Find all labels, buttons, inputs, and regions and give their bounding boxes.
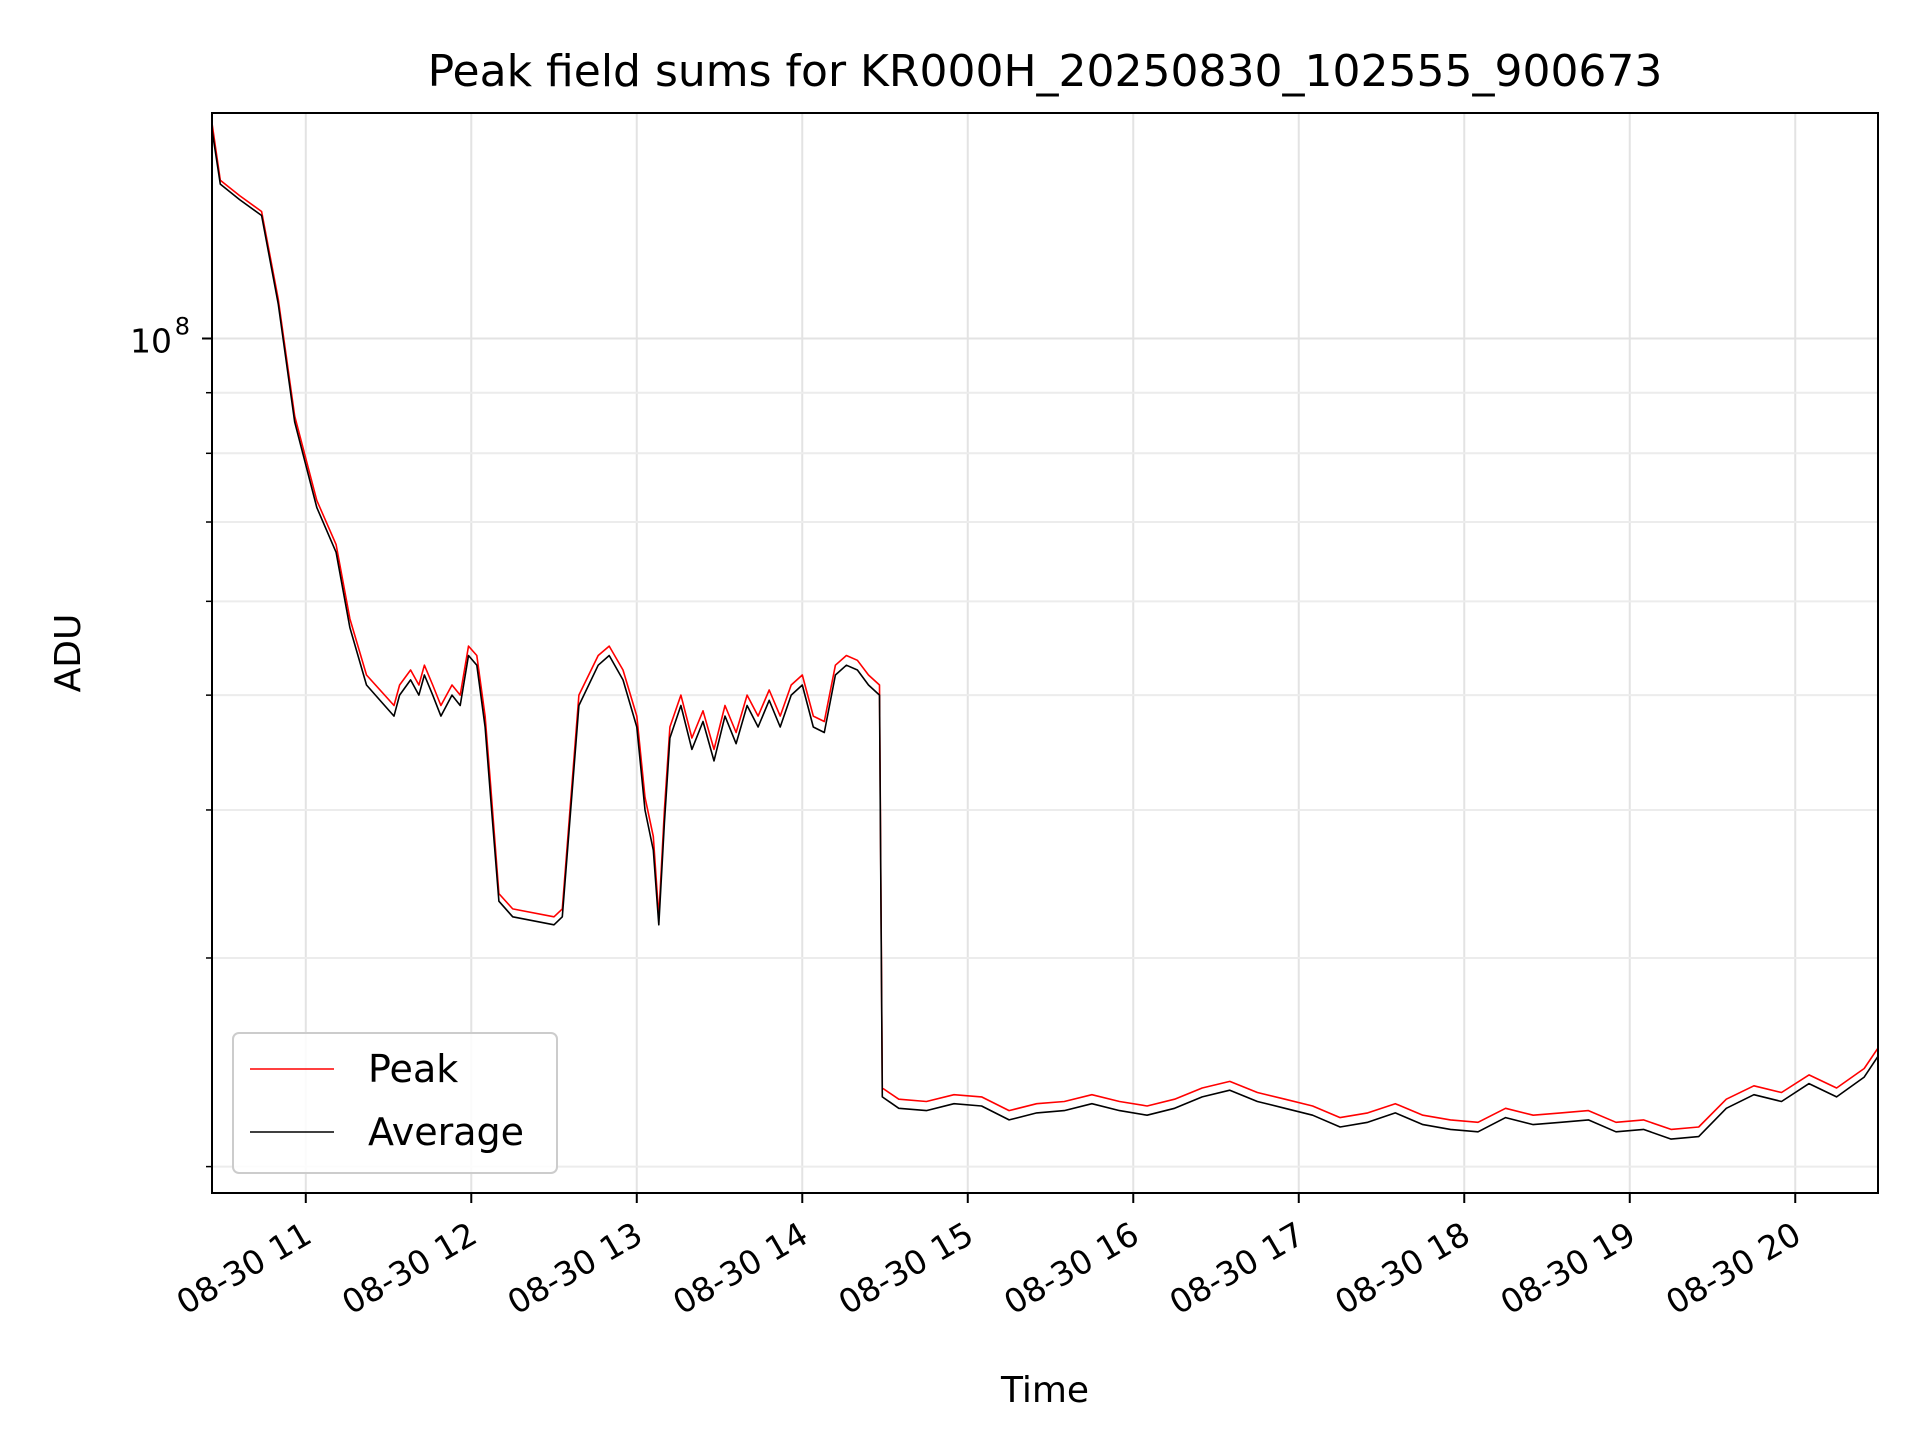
y-axis-label: ADU: [48, 614, 89, 693]
y-tick-label: 10: [130, 321, 172, 360]
legend-label-peak: Peak: [368, 1047, 458, 1091]
y-tick-exponent: 8: [175, 312, 190, 340]
legend-box: [232, 1032, 558, 1174]
chart-title: Peak field sums for KR000H_20250830_1025…: [428, 46, 1663, 97]
plot-frame: [211, 112, 1879, 1194]
series-line-average: [212, 129, 1878, 1140]
grid: [212, 113, 1878, 1193]
series-layer: [212, 122, 1878, 1140]
series-line-peak: [212, 122, 1878, 1131]
y-tick-base: 10: [130, 321, 172, 360]
legend-label-average: Average: [368, 1110, 524, 1154]
legend: Peak Average: [232, 1032, 558, 1174]
x-axis-label: Time: [1000, 1370, 1089, 1411]
